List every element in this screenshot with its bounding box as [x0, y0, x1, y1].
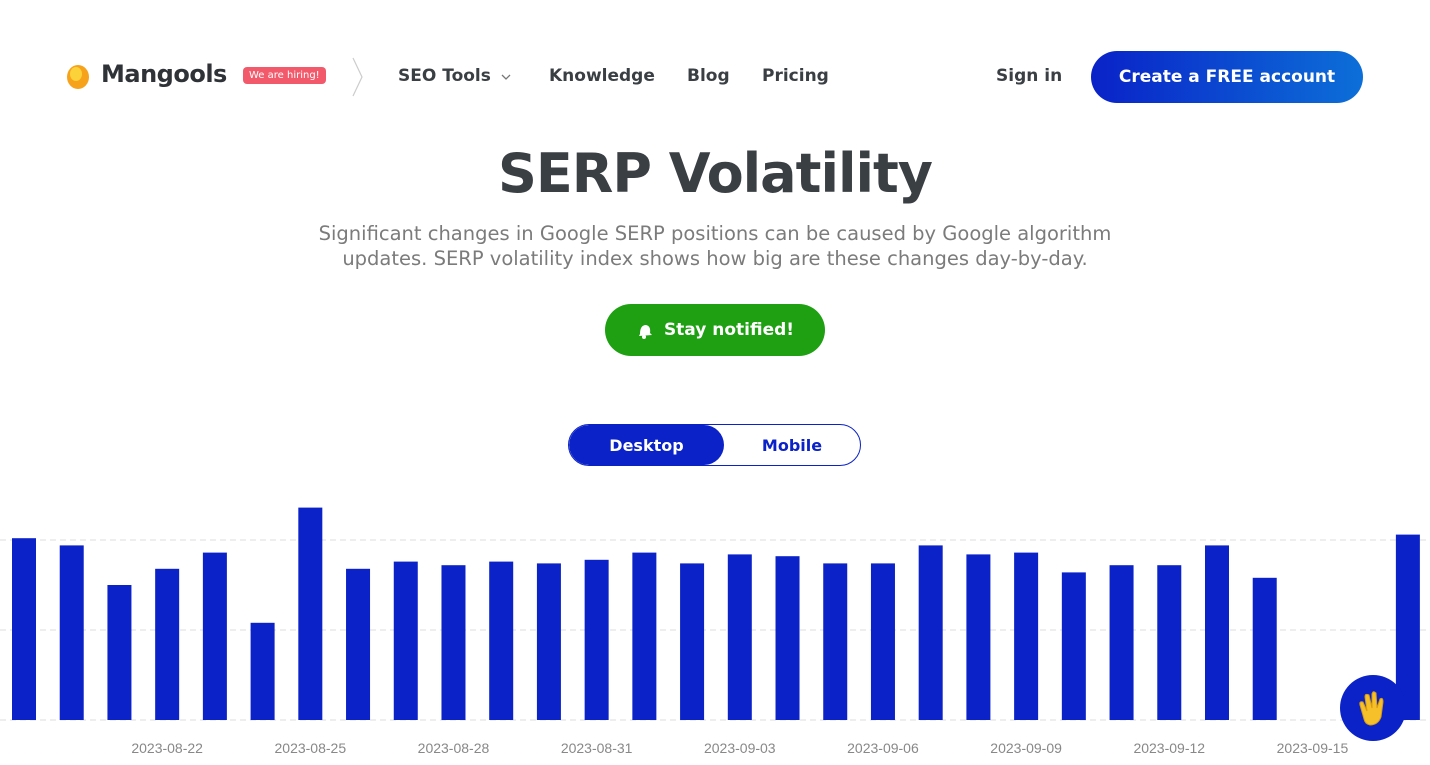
chevron — [501, 74, 511, 80]
bar — [298, 507, 323, 720]
bar — [1205, 545, 1229, 720]
bar — [775, 556, 800, 720]
x-tick-label: 2023-09-03 — [704, 740, 776, 756]
bar — [346, 568, 371, 720]
bar — [680, 563, 705, 720]
bar — [1109, 565, 1134, 720]
page-title: SERP Volatility — [498, 142, 933, 205]
divider — [352, 57, 363, 97]
bar — [107, 585, 132, 720]
logo-icon — [67, 65, 89, 89]
bar — [441, 565, 466, 720]
sign-in[interactable]: Sign in — [996, 66, 1063, 86]
bar — [12, 538, 36, 720]
x-tick-label: 2023-08-22 — [131, 740, 203, 756]
bar — [823, 563, 848, 720]
x-tick-label: 2023-09-15 — [1277, 740, 1349, 756]
bar — [202, 552, 227, 720]
nav-knowledge[interactable]: Knowledge — [549, 66, 655, 86]
nav-blog[interactable]: Blog — [687, 66, 730, 86]
nav-seo-tools[interactable]: SEO Tools — [398, 66, 491, 86]
bar — [632, 552, 657, 720]
bar — [250, 622, 275, 720]
toggle-desktop[interactable]: Desktop — [569, 425, 724, 465]
bar — [393, 561, 418, 720]
bar — [1157, 565, 1182, 720]
bar — [727, 554, 752, 720]
bar — [1014, 552, 1039, 720]
bar — [489, 561, 514, 720]
bar — [918, 545, 943, 720]
chat-button[interactable] — [1340, 675, 1406, 741]
wave-icon — [1359, 691, 1384, 726]
bar — [1252, 577, 1277, 720]
notify-label[interactable]: Stay notified! — [663, 320, 795, 340]
hiring-badge[interactable]: We are hiring! — [243, 67, 326, 84]
nav-pricing[interactable]: Pricing — [762, 66, 829, 86]
bar — [870, 563, 895, 720]
device-toggle: Desktop Mobile — [568, 424, 861, 466]
x-tick-label: 2023-08-31 — [561, 740, 633, 756]
bar — [536, 563, 561, 720]
bar — [155, 568, 180, 720]
bar — [1061, 572, 1086, 720]
logo[interactable]: Mangools — [101, 60, 227, 88]
bar — [59, 545, 84, 720]
cta-button[interactable]: Create a FREE account — [1091, 51, 1363, 103]
x-tick-label: 2023-09-06 — [847, 740, 919, 756]
x-tick-label: 2023-09-12 — [1133, 740, 1205, 756]
x-tick-label: 2023-08-25 — [275, 740, 347, 756]
bar — [584, 559, 609, 720]
bar — [966, 554, 991, 720]
x-tick-label: 2023-09-09 — [990, 740, 1062, 756]
x-tick-label: 2023-08-28 — [418, 740, 490, 756]
chart: 2023-08-22 2023-08-25 2023-08-28 2023-08-31… — [0, 507, 1430, 756]
subtitle: Significant changes in Google SERP posit… — [318, 222, 1112, 270]
notify-button[interactable]: Stay notified! — [605, 304, 825, 356]
toggle-mobile[interactable]: Mobile — [761, 435, 823, 455]
bell-icon — [638, 325, 652, 339]
